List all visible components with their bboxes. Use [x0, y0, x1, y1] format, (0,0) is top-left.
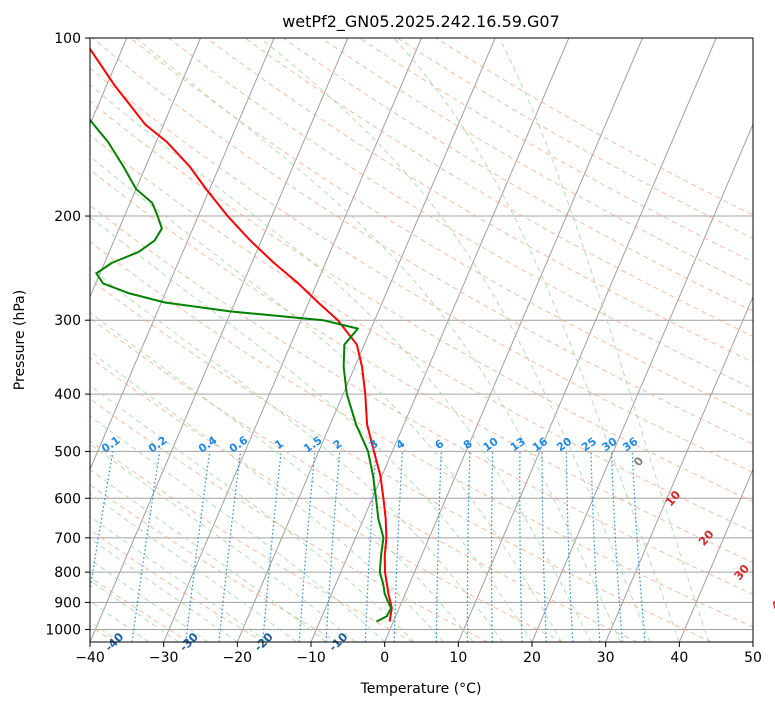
moist-adiabat-line	[90, 558, 209, 642]
moist-adiabat-line	[90, 216, 533, 642]
moist-adiabat-line	[90, 350, 444, 642]
dry-adiabat-line	[90, 241, 753, 628]
mixing-ratio-line	[90, 451, 114, 594]
dry-adiabat-line	[90, 357, 563, 642]
x-tick-label: −20	[223, 650, 253, 666]
x-tick-label: 10	[449, 650, 467, 666]
isotherm-line	[163, 38, 422, 642]
x-tick-label: 0	[380, 650, 389, 666]
y-tick-label: 100	[54, 31, 81, 47]
moist-adiabat-line	[90, 515, 268, 642]
moist-adiabat-label: 40	[768, 592, 775, 613]
moist-adiabat-line	[393, 38, 680, 642]
moist-adiabat-line	[90, 537, 238, 642]
moist-adiabat-line	[90, 468, 327, 642]
y-tick-label: 600	[54, 491, 81, 507]
chart-title: wetPf2_GN05.2025.242.16.59.G07	[282, 12, 560, 32]
temperature-profile	[90, 47, 393, 622]
moist-adiabat-line	[90, 579, 179, 642]
isotherm-line	[90, 38, 349, 642]
moist-adiabat-line	[498, 38, 710, 642]
dry-adiabat-line	[282, 38, 753, 312]
y-axis-label: Pressure (hPa)	[12, 290, 28, 390]
dry-adiabat-line	[90, 440, 414, 642]
x-tick-label: 40	[670, 650, 688, 666]
moist-adiabat-line	[90, 415, 386, 642]
isotherm-line	[605, 295, 753, 642]
isotherm-line	[678, 468, 753, 642]
dry-adiabat-line	[206, 38, 753, 363]
y-tick-label: 500	[54, 444, 81, 460]
y-tick-label: 800	[54, 565, 81, 581]
dry-adiabat-line	[90, 169, 753, 564]
dry-adiabat-line	[130, 38, 753, 417]
dry-adiabat-line	[90, 134, 753, 533]
plot-frame	[89, 37, 754, 643]
isotherm-line	[90, 38, 275, 471]
isotherm-line	[531, 123, 753, 642]
x-tick-label: 30	[597, 650, 615, 666]
x-tick-label: −40	[75, 650, 105, 666]
moist-adiabat-line	[90, 84, 592, 642]
isotherm-line	[384, 38, 643, 642]
dewpoint-profile	[90, 118, 393, 623]
x-axis-label: Temperature (°C)	[360, 681, 482, 697]
x-tick-label: 50	[744, 650, 762, 666]
moist-adiabat-line	[90, 155, 562, 642]
y-tick-label: 300	[54, 313, 81, 329]
y-tick-label: 900	[54, 595, 81, 611]
mixing-ratio-line	[185, 451, 211, 642]
moist-adiabat-line	[260, 38, 651, 642]
isotherm-line	[90, 38, 201, 299]
dry-adiabat-line	[90, 398, 488, 642]
mixing-ratio-line	[218, 451, 242, 642]
dry-adiabat-line	[90, 484, 339, 642]
y-tick-label: 400	[54, 387, 81, 403]
y-tick-label: 200	[54, 209, 81, 225]
dry-adiabat-line	[90, 204, 753, 595]
moist-adiabat-line	[135, 38, 621, 642]
moist-adiabat-line	[90, 311, 474, 642]
mixing-ratio-line	[131, 451, 161, 642]
y-tick-label: 700	[54, 531, 81, 547]
x-tick-label: −10	[296, 650, 326, 666]
x-tick-label: −30	[149, 650, 179, 666]
dry-adiabat-line	[90, 67, 753, 473]
moist-adiabat-line	[90, 443, 356, 642]
x-tick-label: 20	[523, 650, 541, 666]
y-tick-label: 1000	[45, 622, 81, 638]
isotherm-line	[236, 38, 496, 642]
